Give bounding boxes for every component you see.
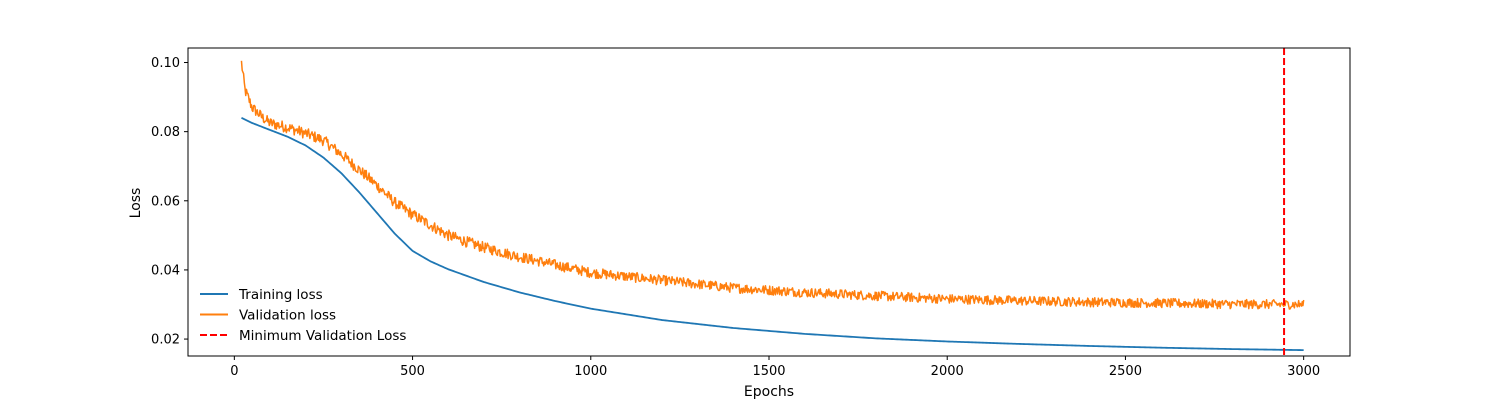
legend: Training loss Validation loss Minimum Vali… xyxy=(200,287,406,344)
x-axis: 0 500 1000 1500 2000 2500 3000 xyxy=(230,356,1320,379)
x-tick-label: 1500 xyxy=(752,364,785,379)
legend-label: Minimum Validation Loss xyxy=(239,328,406,344)
legend-label: Validation loss xyxy=(239,308,336,324)
y-axis-label: Loss xyxy=(128,188,144,219)
y-axis: 0.02 0.04 0.06 0.08 0.10 xyxy=(151,56,188,348)
y-tick-label: 0.04 xyxy=(151,263,180,278)
x-tick-label: 1000 xyxy=(574,364,607,379)
series-group xyxy=(240,48,1305,356)
legend-label: Training loss xyxy=(238,287,323,303)
y-tick-label: 0.06 xyxy=(151,194,180,209)
x-tick-label: 3000 xyxy=(1287,364,1320,379)
x-tick-label: 500 xyxy=(400,364,425,379)
training-loss-line xyxy=(241,117,1304,352)
x-tick-label: 2500 xyxy=(1109,364,1142,379)
x-tick-label: 2000 xyxy=(931,364,964,379)
validation-loss-line xyxy=(240,60,1305,310)
x-axis-label: Epochs xyxy=(744,384,794,400)
x-tick-label: 0 xyxy=(230,364,238,379)
y-tick-label: 0.02 xyxy=(151,333,180,348)
y-tick-label: 0.10 xyxy=(151,56,180,71)
y-tick-label: 0.08 xyxy=(151,125,180,140)
plot-frame xyxy=(187,47,1351,357)
